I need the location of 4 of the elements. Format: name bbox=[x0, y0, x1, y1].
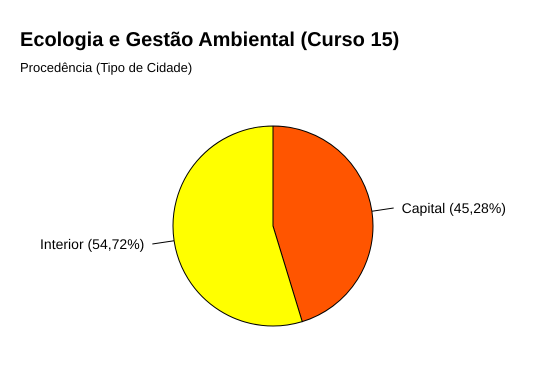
chart-title: Ecologia e Gestão Ambiental (Curso 15) bbox=[20, 29, 400, 51]
chart-subtitle: Procedência (Tipo de Cidade) bbox=[20, 60, 192, 75]
slice-label: Capital (45,28%) bbox=[402, 200, 506, 216]
slice-label: Interior (54,72%) bbox=[40, 236, 144, 252]
